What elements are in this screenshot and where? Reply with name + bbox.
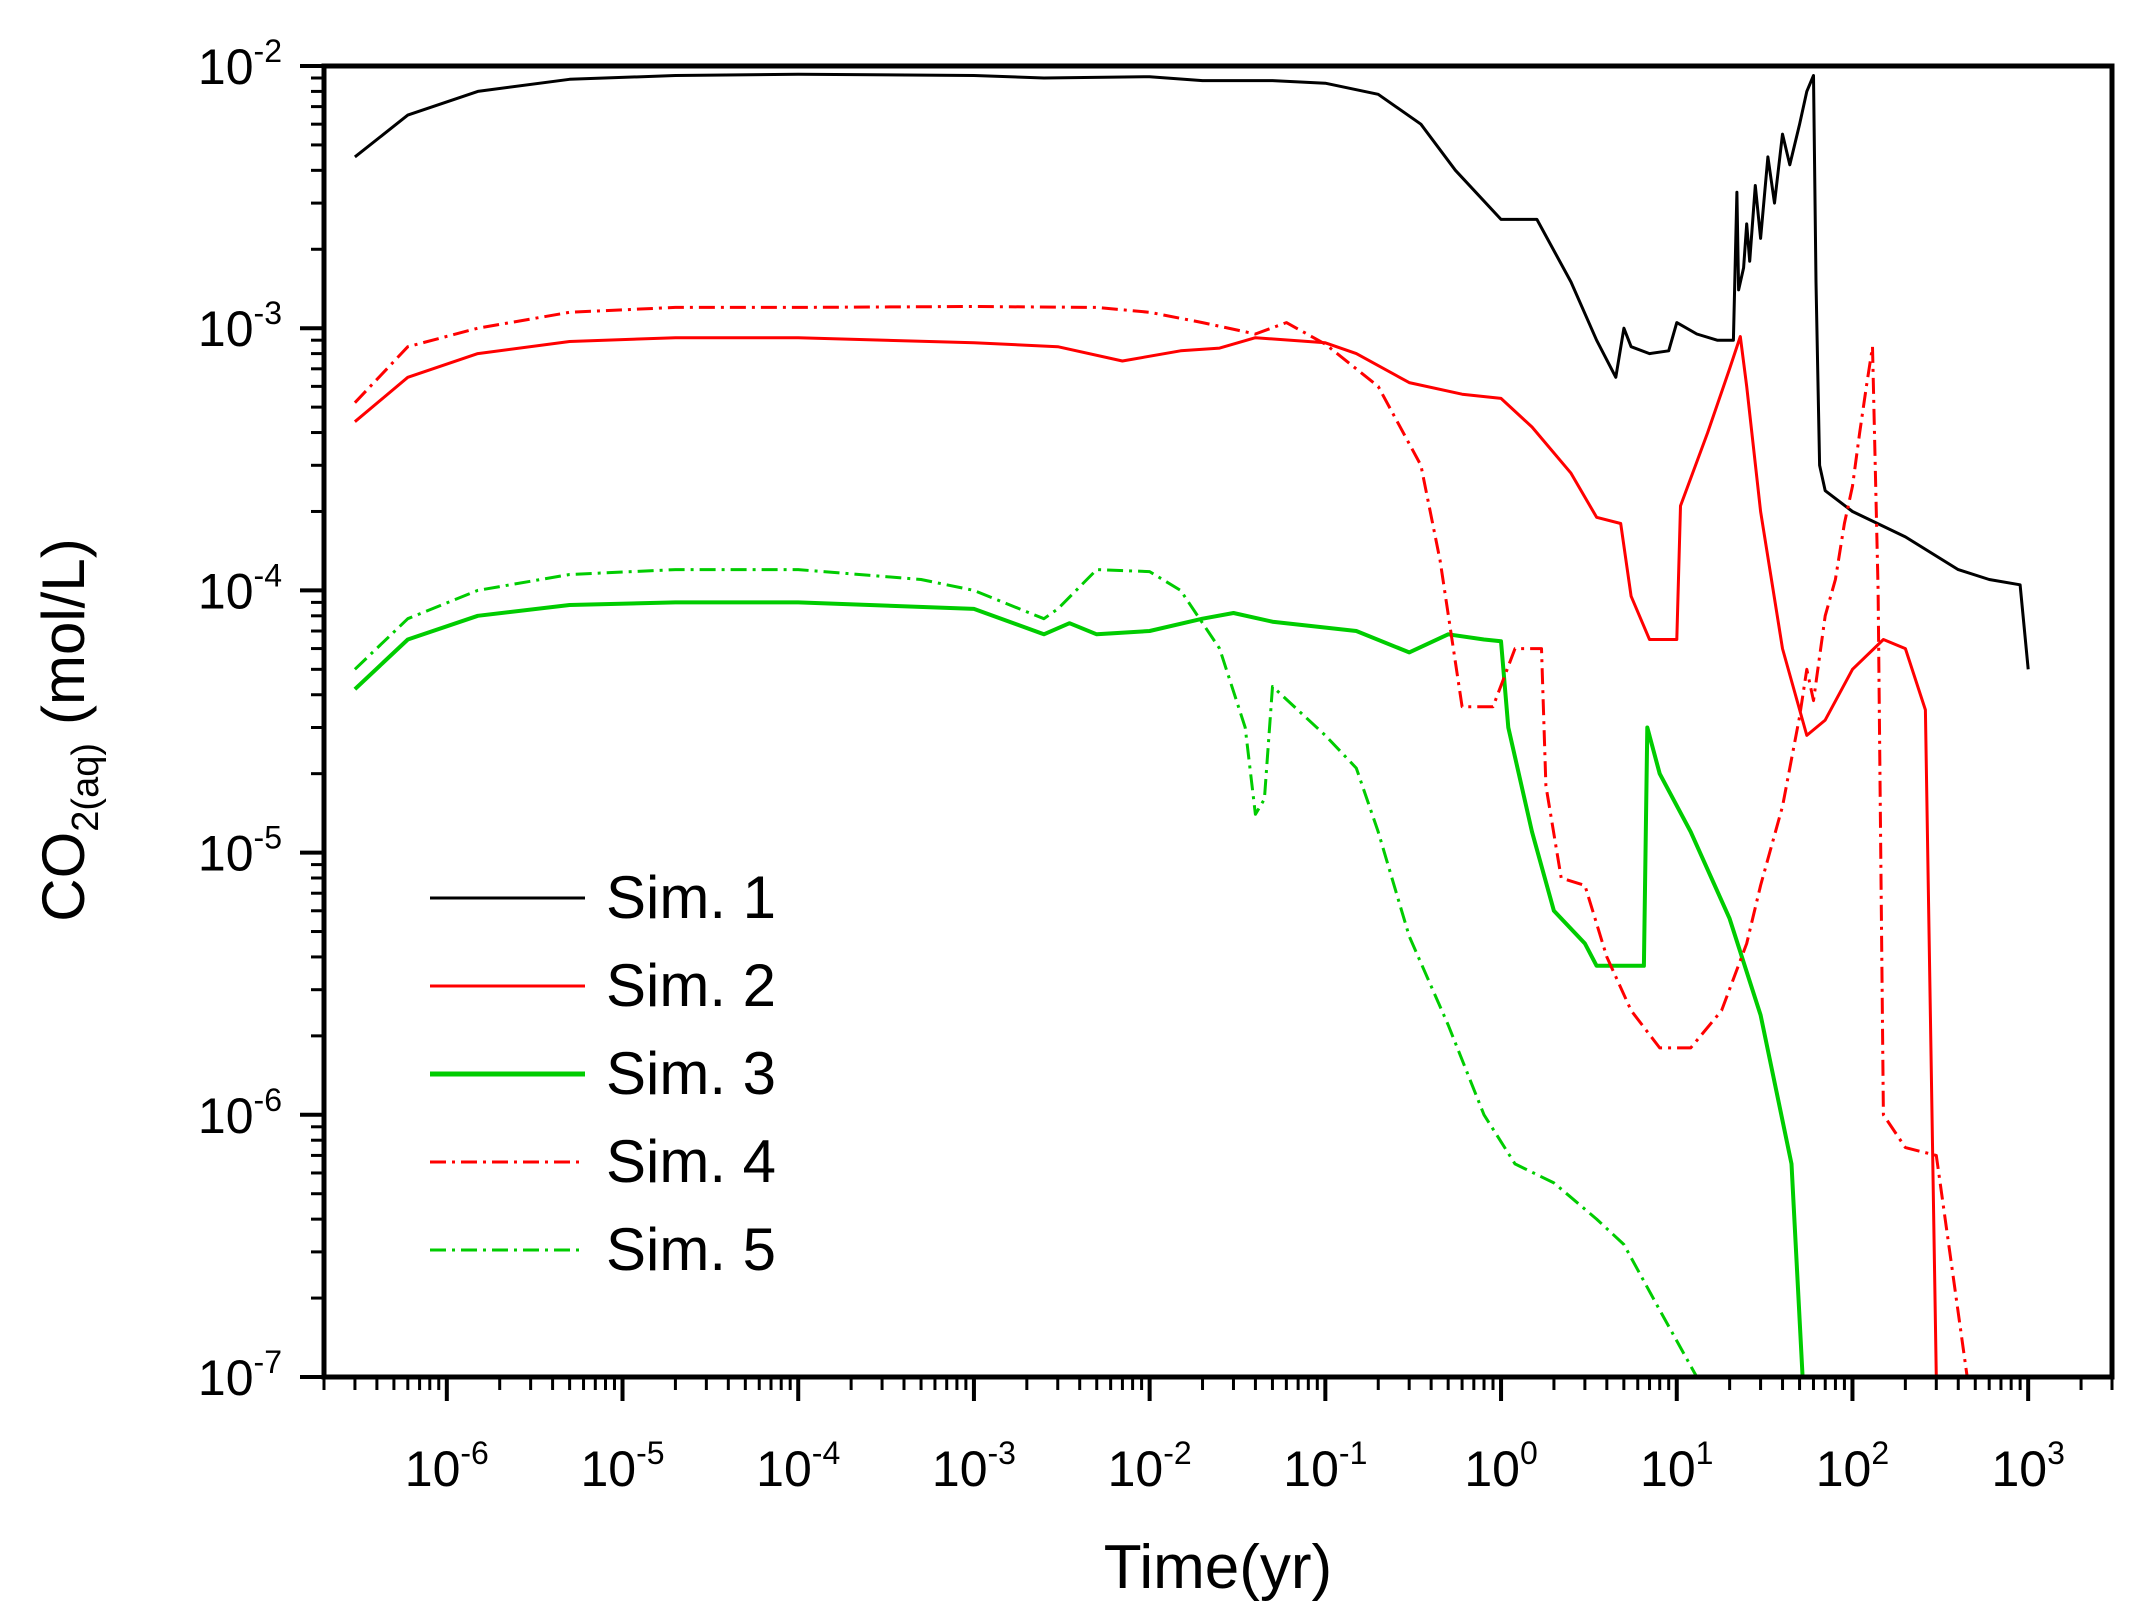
y-axis-title: CO2(aq) (mol/L) xyxy=(30,538,107,921)
legend: Sim. 1 Sim. 2 Sim. 3 Sim. 4 Sim. 5 xyxy=(430,864,776,1283)
x-tick-label: 10-3 xyxy=(932,1435,1016,1497)
y-tick-label-exponent: -7 xyxy=(254,1344,282,1380)
y-tick-label-base: 10 xyxy=(198,1088,254,1144)
y-tick-label: 10-6 xyxy=(198,1082,282,1144)
x-tick-label: 10-6 xyxy=(405,1435,489,1497)
plot-frame xyxy=(321,63,2115,1380)
series-group xyxy=(353,72,2030,1377)
y-tick-label: 10-5 xyxy=(198,820,282,882)
x-tick-label: 10-4 xyxy=(756,1435,840,1497)
x-tick-label-exponent: 2 xyxy=(1871,1435,1889,1471)
legend-label-sim-3: Sim. 3 xyxy=(606,1040,776,1107)
x-tick-label-exponent: -3 xyxy=(988,1435,1016,1471)
y-axis-title-subscript: 2(aq) xyxy=(65,743,107,832)
x-tick-label-base: 10 xyxy=(932,1441,988,1497)
y-tick-label: 10-3 xyxy=(198,295,282,357)
x-tick-label-exponent: -4 xyxy=(812,1435,840,1471)
x-tick-label-base: 10 xyxy=(1991,1441,2047,1497)
legend-label-sim-5: Sim. 5 xyxy=(606,1216,776,1283)
x-tick-label-exponent: -2 xyxy=(1163,1435,1191,1471)
y-tick-label-exponent: -4 xyxy=(254,557,282,593)
y-tick-label: 10-7 xyxy=(198,1344,282,1406)
y-tick-label-exponent: -5 xyxy=(254,820,282,856)
x-tick-label: 100 xyxy=(1464,1435,1537,1497)
x-tick-label: 101 xyxy=(1640,1435,1713,1497)
y-tick-label-base: 10 xyxy=(198,563,254,619)
x-tick-label-exponent: -6 xyxy=(460,1435,488,1471)
x-tick-label-exponent: -1 xyxy=(1339,1435,1367,1471)
y-tick-label-base: 10 xyxy=(198,39,254,95)
x-axis-title: Time(yr) xyxy=(1104,1533,1332,1602)
y-axis-title-unit: (mol/L) xyxy=(30,538,97,725)
x-tick-label-base: 10 xyxy=(1816,1441,1872,1497)
x-tick-label-base: 10 xyxy=(756,1441,812,1497)
x-tick-label-exponent: 1 xyxy=(1696,1435,1714,1471)
x-tick-label: 102 xyxy=(1816,1435,1889,1497)
x-tick-label: 10-5 xyxy=(580,1435,664,1497)
x-tick-label-base: 10 xyxy=(1283,1441,1339,1497)
y-tick-label-base: 10 xyxy=(198,301,254,357)
legend-label-sim-1: Sim. 1 xyxy=(606,864,776,931)
y-tick-label-exponent: -2 xyxy=(254,33,282,69)
x-tick-label-exponent: 0 xyxy=(1520,1435,1538,1471)
legend-label-sim-2: Sim. 2 xyxy=(606,952,776,1019)
series-line-sim-1 xyxy=(353,72,2030,670)
series-line-sim-3 xyxy=(353,600,1805,1377)
y-tick-label-exponent: -3 xyxy=(254,295,282,331)
x-tick-label: 103 xyxy=(1991,1435,2064,1497)
y-tick-labels: 10-710-610-510-410-310-2 xyxy=(198,33,282,1406)
series-line-sim-2 xyxy=(353,335,1938,1377)
y-tick-label-exponent: -6 xyxy=(254,1082,282,1118)
x-tick-labels: 10-6 10-5 10-4 10-3 10-2 10-1 100 101 102 103 xyxy=(405,1435,2065,1497)
x-tick-label-base: 10 xyxy=(1464,1441,1520,1497)
series-line-sim-5 xyxy=(353,568,1699,1377)
x-tick-label: 10-2 xyxy=(1108,1435,1192,1497)
x-tick-label-base: 10 xyxy=(1108,1441,1164,1497)
series-line-sim-4 xyxy=(353,305,1969,1377)
x-tick-label: 10-1 xyxy=(1283,1435,1367,1497)
y-axis-title-main: CO xyxy=(30,832,97,922)
x-tick-label-exponent: -5 xyxy=(636,1435,664,1471)
x-tick-label-exponent: 3 xyxy=(2047,1435,2065,1471)
x-tick-label-base: 10 xyxy=(405,1441,461,1497)
y-tick-label: 10-2 xyxy=(198,33,282,95)
y-tick-label-base: 10 xyxy=(198,826,254,882)
x-tick-label-base: 10 xyxy=(580,1441,636,1497)
y-tick-label: 10-4 xyxy=(198,557,282,619)
legend-label-sim-4: Sim. 4 xyxy=(606,1128,776,1195)
y-tick-label-base: 10 xyxy=(198,1350,254,1406)
x-tick-label-base: 10 xyxy=(1640,1441,1696,1497)
